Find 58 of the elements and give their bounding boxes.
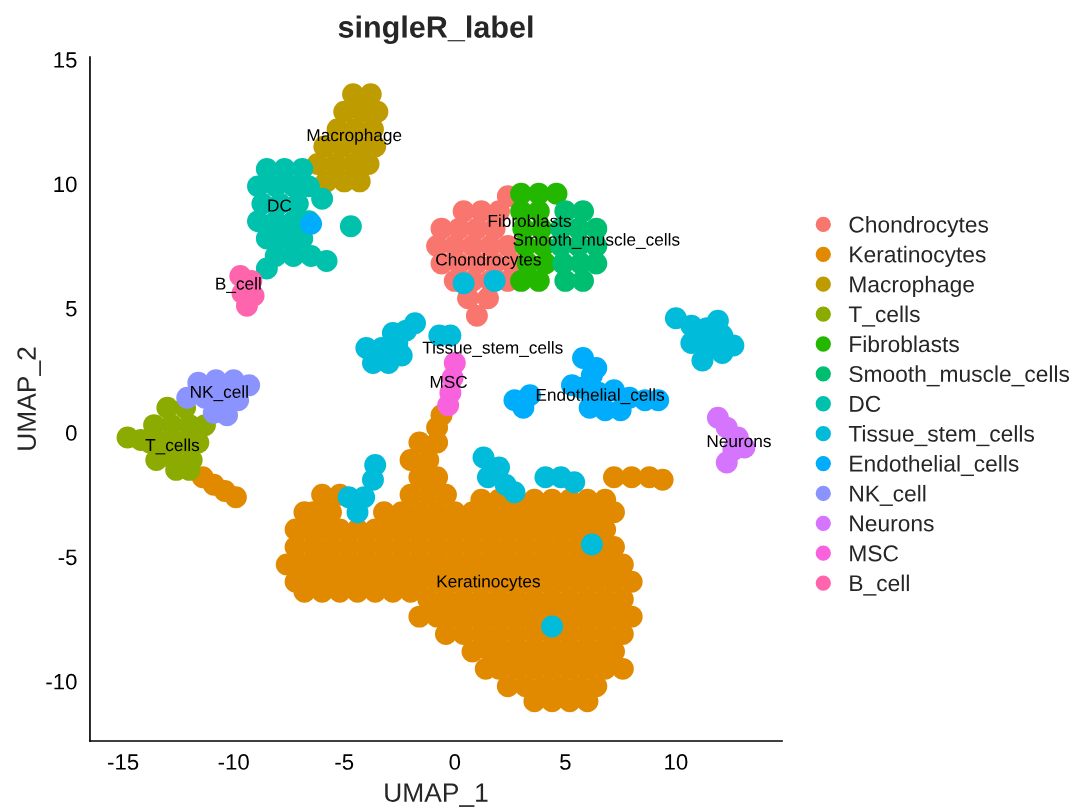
y-axis-title: UMAP_2 bbox=[17, 347, 41, 450]
legend-label: Fibroblasts bbox=[850, 335, 959, 353]
point bbox=[311, 187, 334, 210]
annotation: Tissue_stem_cells bbox=[422, 341, 563, 357]
chart-title: singleR_label bbox=[338, 15, 533, 45]
point bbox=[404, 312, 426, 335]
point bbox=[527, 269, 550, 292]
point bbox=[315, 249, 338, 272]
legend-label: Endothelial_cells bbox=[850, 455, 1019, 477]
annotation: Keratinocytes bbox=[437, 574, 540, 591]
point bbox=[452, 272, 475, 295]
point bbox=[580, 533, 603, 556]
point bbox=[715, 451, 738, 474]
point bbox=[503, 481, 526, 504]
point bbox=[437, 394, 460, 417]
annotation: Neurons bbox=[707, 435, 771, 448]
x-tick-label: -5 bbox=[335, 754, 354, 770]
annotation: Smooth_muscle_cells bbox=[513, 233, 680, 249]
y-tick-label: -5 bbox=[58, 549, 77, 566]
point bbox=[476, 287, 499, 310]
point bbox=[390, 344, 413, 367]
legend-label: Keratinocytes bbox=[850, 245, 986, 268]
point bbox=[476, 466, 499, 489]
point bbox=[541, 615, 564, 638]
legend-label: NK_cell bbox=[850, 484, 926, 506]
annotation: Fibroblasts bbox=[488, 214, 572, 228]
point bbox=[545, 182, 568, 205]
x-axis-title: UMAP_1 bbox=[385, 783, 488, 807]
point bbox=[691, 349, 714, 372]
point bbox=[585, 252, 608, 275]
x-tick-label: 0 bbox=[449, 754, 461, 770]
annotation: NK_cell bbox=[191, 385, 248, 402]
point bbox=[216, 404, 239, 427]
legend-label: MSC bbox=[850, 545, 899, 562]
legend-label: Neurons bbox=[850, 515, 934, 532]
legend-label: Macrophage bbox=[850, 275, 974, 297]
x-tick-label: -10 bbox=[218, 754, 249, 770]
legend-label: Chondrocytes bbox=[849, 215, 989, 238]
annotation: DC bbox=[268, 199, 292, 212]
x-tick-label: -15 bbox=[108, 754, 139, 770]
y-tick-label: 10 bbox=[54, 176, 77, 193]
point bbox=[364, 453, 387, 476]
point bbox=[572, 269, 595, 292]
legend-label: T_cells bbox=[848, 305, 920, 327]
x-tick-label: 5 bbox=[560, 754, 571, 770]
point bbox=[339, 215, 362, 238]
legend-label: Tissue_stem_cells bbox=[848, 425, 1035, 447]
annotation: T_cells bbox=[145, 438, 200, 455]
legend-label: Smooth_muscle_cells bbox=[849, 365, 1070, 387]
point bbox=[563, 471, 586, 494]
legend-label: B_cell bbox=[850, 574, 909, 596]
point bbox=[465, 304, 488, 327]
y-tick-label: 5 bbox=[66, 300, 77, 317]
x-tick-label: 10 bbox=[665, 754, 688, 770]
y-tick-label: 0 bbox=[65, 425, 77, 441]
y-tick-label: -10 bbox=[46, 673, 77, 690]
legend-label: DC bbox=[850, 395, 881, 412]
y-tick-label: 15 bbox=[54, 52, 77, 68]
